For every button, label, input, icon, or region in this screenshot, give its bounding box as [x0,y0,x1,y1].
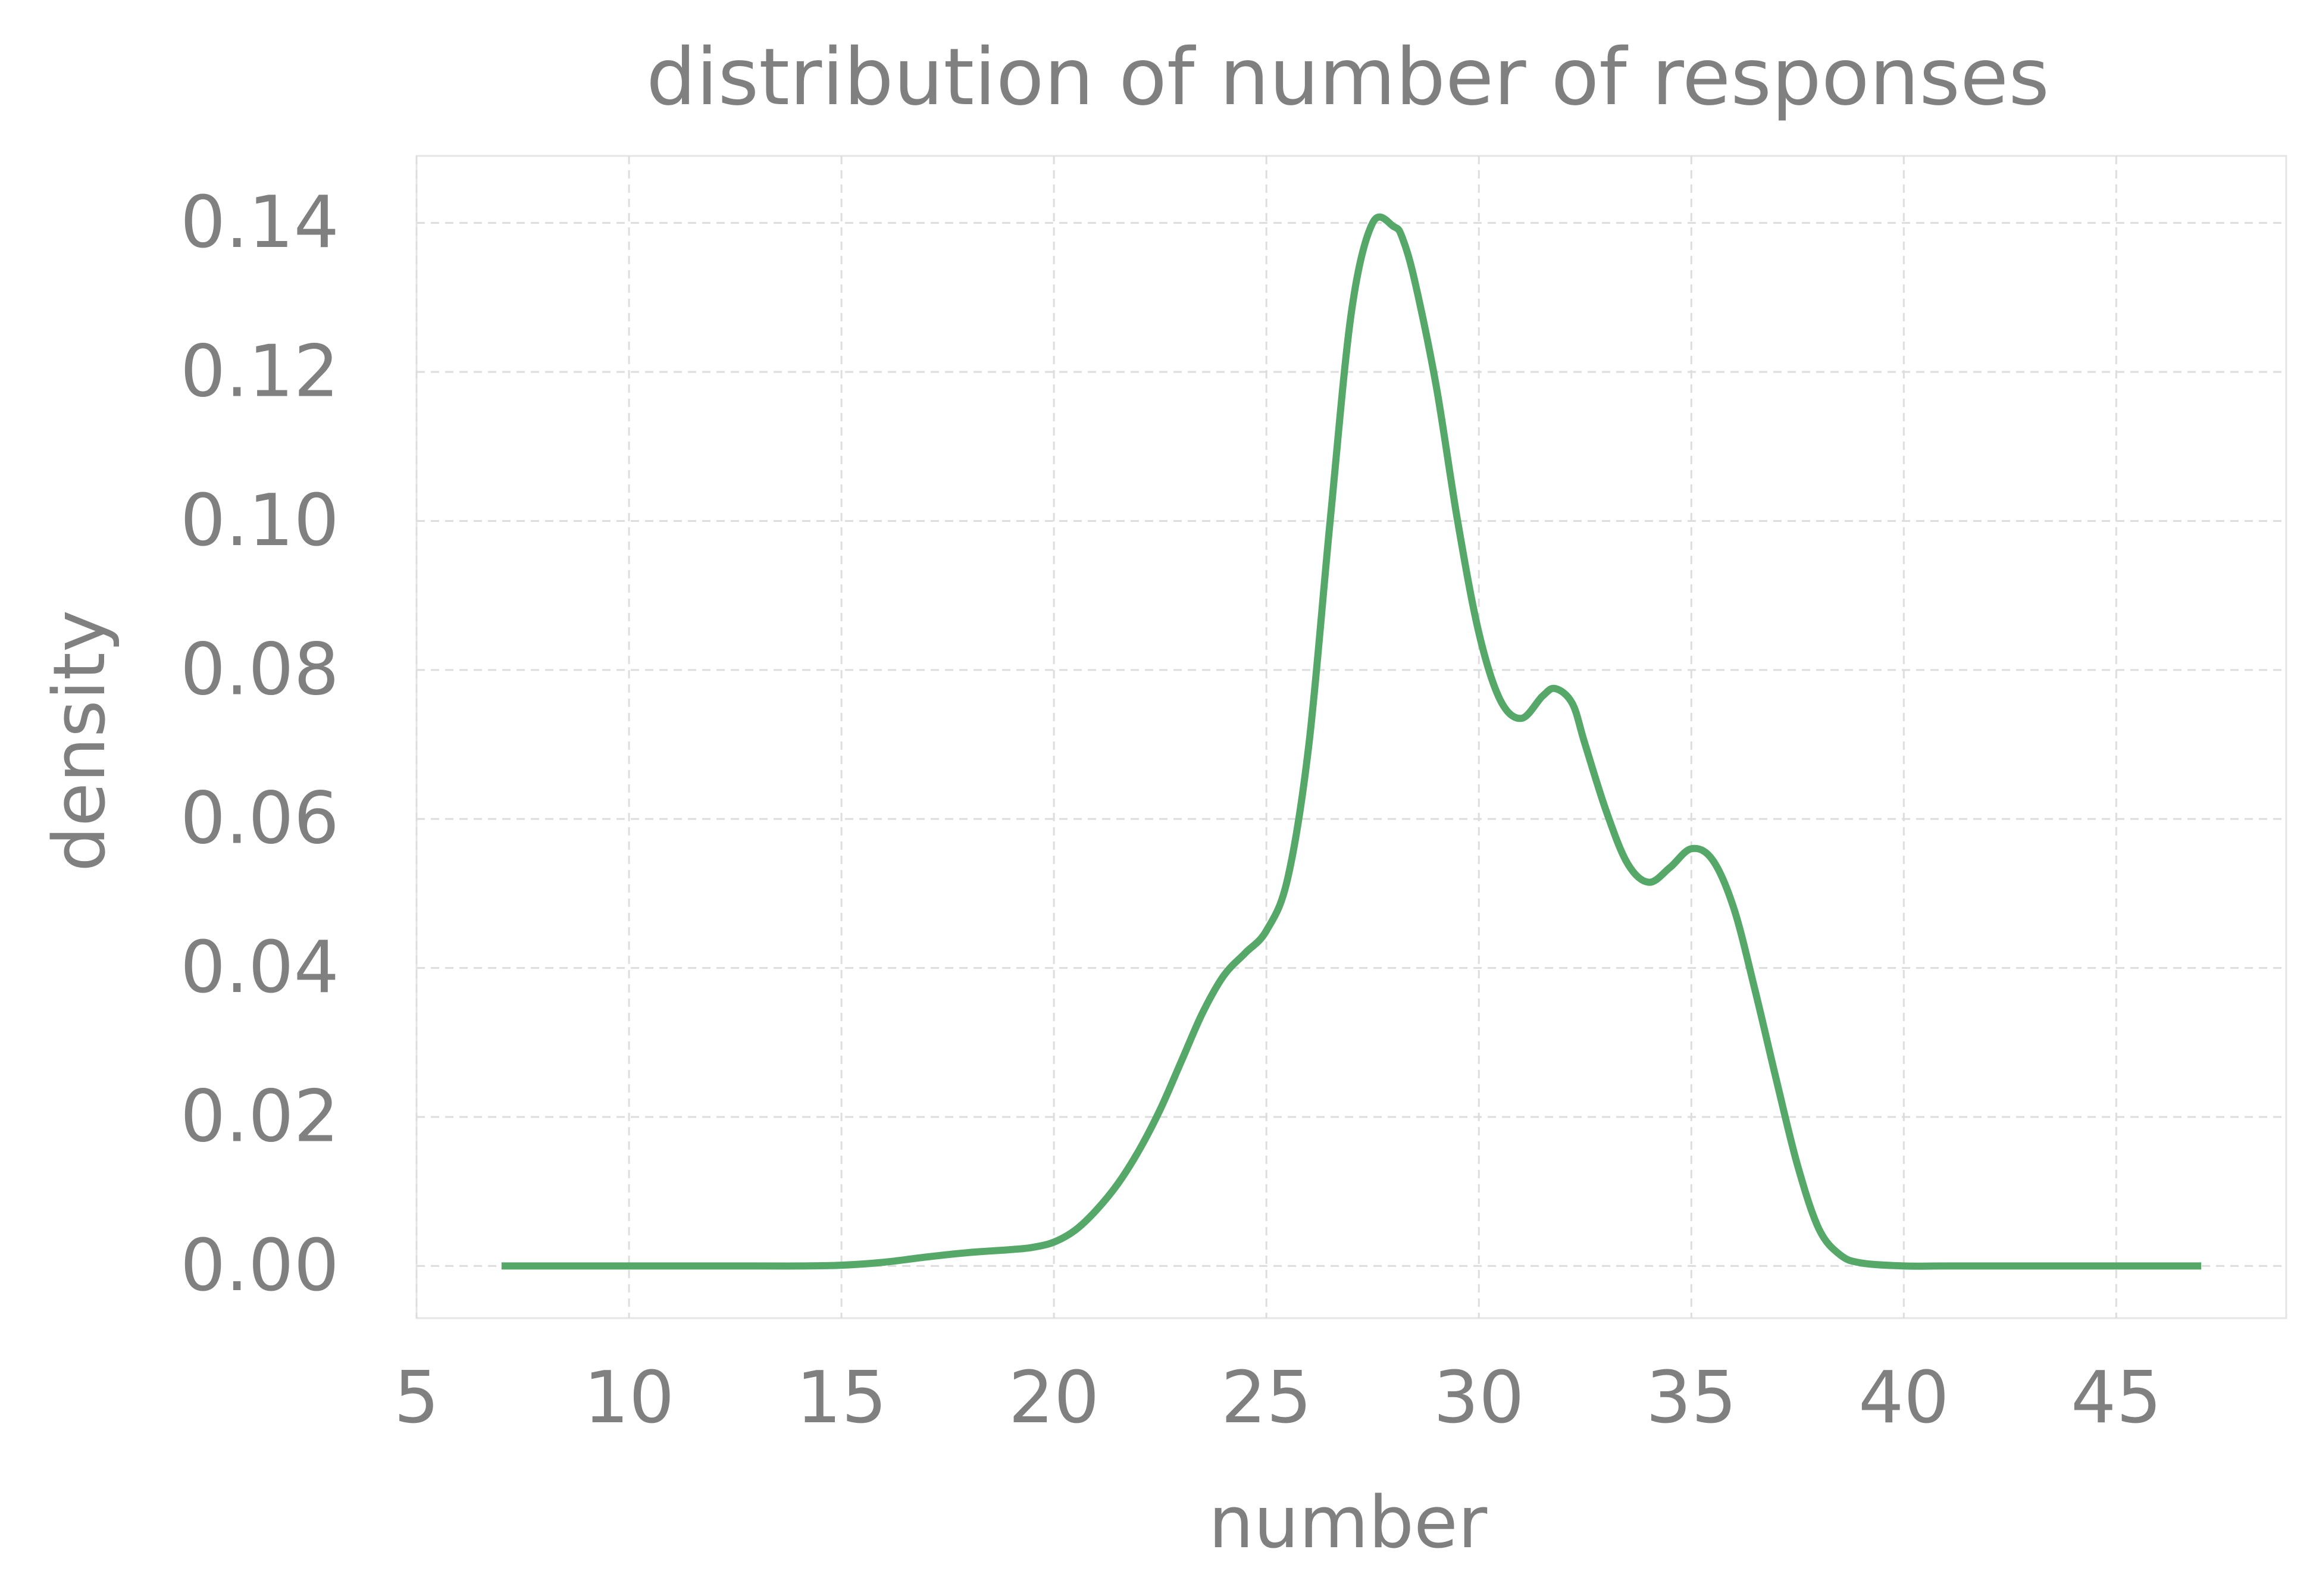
density-curve-line [501,213,2202,1270]
y-tick-label: 0.10 [180,480,339,562]
y-tick-label: 0.12 [180,331,339,414]
x-tick-label: 25 [1221,1357,1312,1439]
x-tick-label: 15 [796,1357,887,1439]
x-tick-label: 35 [1646,1357,1737,1439]
y-tick-label: 0.00 [180,1225,339,1307]
x-axis-label: number [1209,1482,1488,1564]
x-tick-label: 10 [584,1357,675,1439]
plot-area-frame [415,155,2287,1319]
y-tick-label: 0.02 [180,1075,339,1158]
y-tick-label: 0.04 [180,927,339,1009]
y-tick-label: 0.14 [180,181,339,264]
x-tick-label: 45 [2071,1357,2162,1439]
y-tick-label: 0.06 [180,778,339,860]
y-axis-label: density [39,610,121,872]
x-tick-label: 40 [1858,1357,1949,1439]
x-tick-label: 20 [1009,1357,1100,1439]
x-tick-label: 5 [394,1357,439,1439]
y-tick-label: 0.08 [180,628,339,711]
x-tick-label: 30 [1434,1357,1525,1439]
chart-title: distribution of number of responses [646,32,2049,123]
